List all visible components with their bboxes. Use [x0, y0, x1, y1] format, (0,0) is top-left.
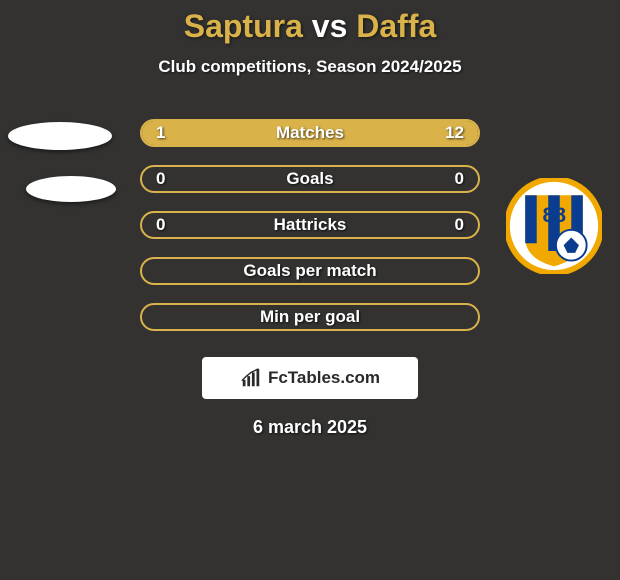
stat-label: Min per goal — [142, 305, 478, 329]
stat-row: Min per goal — [0, 303, 620, 349]
stat-label: Goals per match — [142, 259, 478, 283]
stat-value-right: 12 — [445, 121, 464, 145]
stat-bar: Goals per match — [140, 257, 480, 285]
stat-label: Matches — [142, 121, 478, 145]
fctables-text: FcTables.com — [268, 368, 380, 388]
stat-value-left: 0 — [156, 167, 165, 191]
fctables-watermark: FcTables.com — [202, 357, 418, 399]
stat-value-left: 1 — [156, 121, 165, 145]
team2-crest-icon: 88 — [506, 178, 602, 274]
stat-label: Hattricks — [142, 213, 478, 237]
stat-value-left: 0 — [156, 213, 165, 237]
vs-text: vs — [303, 8, 356, 44]
team1-crest-icon — [8, 122, 112, 150]
team1-crest-shadow-icon — [26, 176, 116, 202]
stat-bar: Hattricks0 0 — [140, 211, 480, 239]
bar-chart-icon — [240, 367, 262, 389]
stat-label: Goals — [142, 167, 478, 191]
infographic: Saptura vs Daffa Club competitions, Seas… — [0, 0, 620, 580]
stat-bar: Goals0 0 — [140, 165, 480, 193]
stat-bar: Matches1 12 — [140, 119, 480, 147]
stat-value-right: 0 — [455, 213, 464, 237]
player2-name: Daffa — [356, 8, 436, 44]
date-text: 6 march 2025 — [0, 417, 620, 438]
page-title: Saptura vs Daffa — [0, 8, 620, 45]
stat-bar: Min per goal — [140, 303, 480, 331]
subtitle: Club competitions, Season 2024/2025 — [0, 57, 620, 77]
stat-value-right: 0 — [455, 167, 464, 191]
player1-name: Saptura — [184, 8, 303, 44]
svg-text:88: 88 — [542, 204, 566, 227]
